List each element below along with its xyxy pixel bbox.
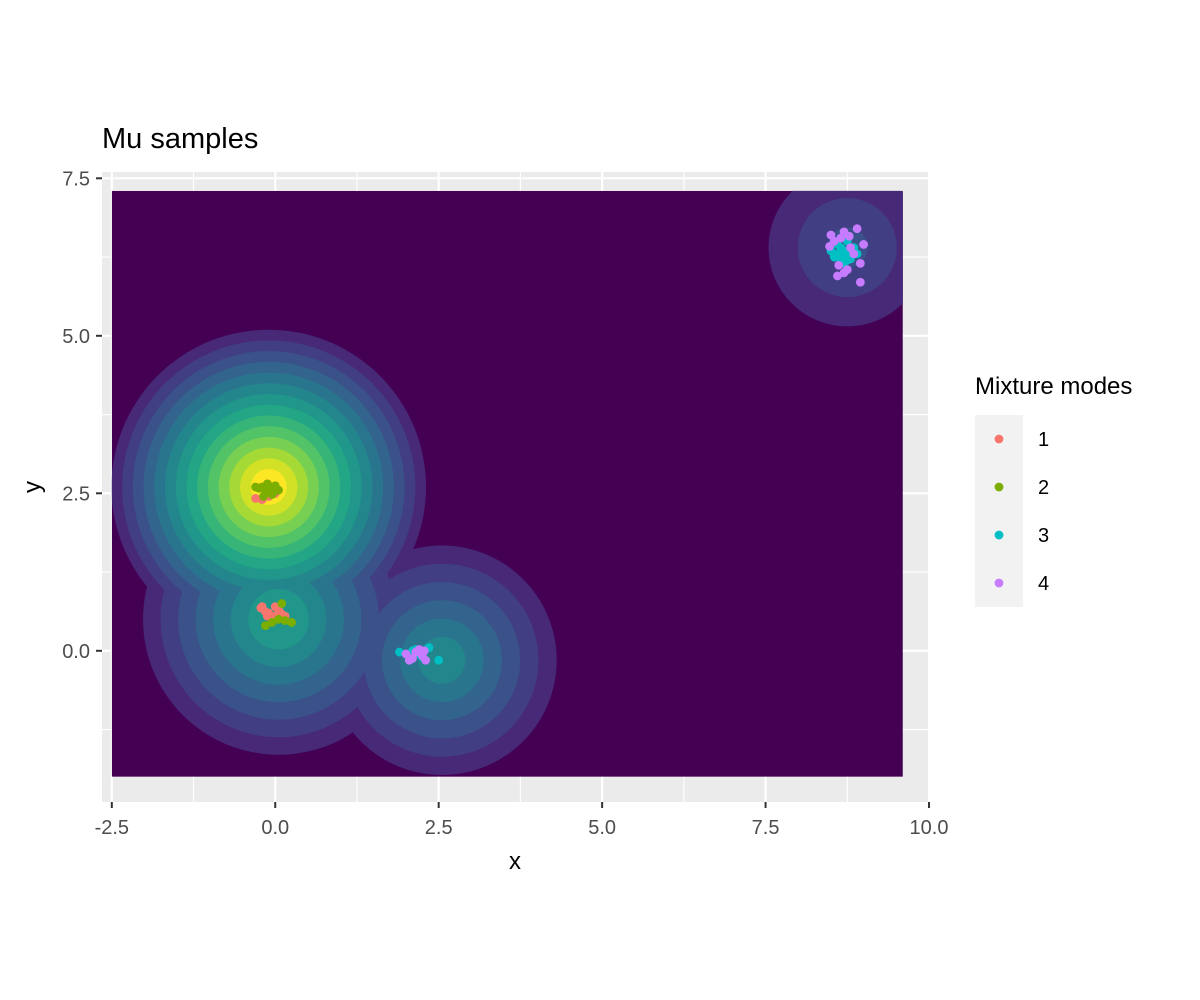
data-point-mode-4 [855, 258, 865, 268]
data-point-mode-2 [274, 614, 283, 624]
legend-title: Mixture modes [975, 373, 1132, 400]
data-points [251, 224, 869, 665]
data-point-mode-4 [825, 241, 835, 251]
data-point-mode-4 [852, 224, 862, 234]
data-point-mode-4 [833, 271, 842, 281]
x-tick-label: 7.5 [752, 817, 780, 839]
data-point-mode-2 [280, 616, 290, 625]
data-point-mode-4 [834, 260, 844, 270]
data-point-mode-1 [270, 602, 280, 612]
y-tick-label: 0.0 [62, 641, 90, 663]
legend-label: 4 [1038, 573, 1049, 595]
data-point-mode-4 [842, 265, 852, 275]
data-point-mode-4 [404, 655, 414, 665]
data-point-mode-4 [855, 277, 865, 287]
data-point-mode-3 [434, 655, 444, 665]
data-point-mode-4 [421, 655, 431, 665]
legend-key-4 [994, 578, 1004, 588]
data-point-mode-1 [251, 493, 261, 503]
y-axis-title: y [19, 481, 46, 493]
data-point-mode-2 [261, 621, 270, 630]
legend-label: 3 [1038, 525, 1049, 547]
data-point-mode-4 [419, 646, 429, 656]
y-tick-label: 2.5 [62, 483, 90, 505]
data-point-mode-2 [259, 492, 268, 501]
data-point-mode-2 [277, 599, 287, 608]
data-point-mode-1 [256, 603, 266, 613]
data-point-mode-2 [251, 482, 261, 492]
data-point-mode-4 [411, 647, 421, 657]
data-point-mode-4 [859, 240, 869, 249]
legend-label: 2 [1038, 477, 1049, 499]
x-axis-title: x [509, 848, 521, 875]
data-point-mode-2 [267, 618, 277, 627]
data-point-mode-4 [849, 249, 859, 259]
legend-label: 1 [1038, 429, 1049, 451]
x-tick-label: 5.0 [588, 817, 616, 839]
x-tick-label: 10.0 [910, 817, 949, 839]
y-axis: 0.0 2.5 5.0 7.5 [62, 168, 102, 663]
legend-key-2 [994, 482, 1004, 492]
legend-key-1 [994, 434, 1004, 444]
chart-title: Mu samples [102, 123, 258, 155]
y-tick-label: 7.5 [62, 168, 90, 190]
data-point-mode-2 [269, 487, 279, 497]
density-background [111, 190, 903, 777]
legend-key-background [975, 415, 1023, 607]
data-point-mode-1 [263, 611, 272, 621]
legend: Mixture modes 1 2 3 4 [975, 373, 1132, 607]
x-tick-label: -2.5 [95, 817, 129, 839]
x-axis: -2.5 0.0 2.5 5.0 7.5 10.0 [95, 802, 949, 839]
legend-key-3 [994, 530, 1004, 540]
y-tick-label: 5.0 [62, 326, 90, 348]
x-tick-label: 0.0 [261, 817, 289, 839]
x-tick-label: 2.5 [425, 817, 453, 839]
data-point-mode-4 [844, 231, 854, 241]
data-point-mode-4 [836, 233, 846, 243]
